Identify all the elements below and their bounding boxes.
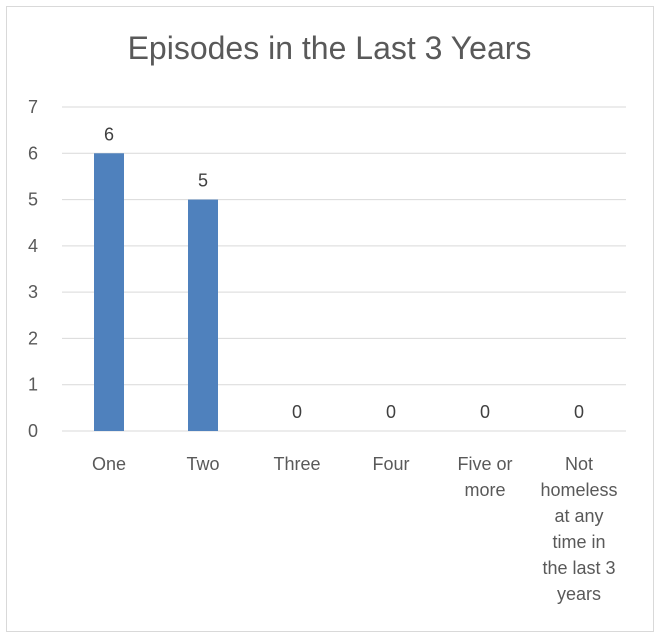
- y-tick-label-4: 4: [28, 236, 38, 256]
- y-tick-label-0: 0: [28, 421, 38, 441]
- y-tick-label-3: 3: [28, 282, 38, 302]
- category-label-line: Five or: [457, 454, 512, 474]
- category-label-line: Three: [273, 454, 320, 474]
- category-label-line: at any: [554, 506, 603, 526]
- category-label-line: more: [464, 480, 505, 500]
- category-label-line: One: [92, 454, 126, 474]
- y-tick-label-1: 1: [28, 375, 38, 395]
- category-label-0: One: [92, 454, 126, 474]
- chart-title: Episodes in the Last 3 Years: [127, 30, 532, 66]
- category-label-line: Two: [186, 454, 219, 474]
- data-label-2: 0: [292, 402, 302, 422]
- category-label-line: years: [557, 584, 601, 604]
- category-label-line: time in: [552, 532, 605, 552]
- bar-0: [94, 153, 124, 432]
- category-label-line: Four: [372, 454, 409, 474]
- category-label-3: Four: [372, 454, 409, 474]
- data-label-5: 0: [574, 402, 584, 422]
- bar-1: [188, 199, 218, 431]
- y-tick-label-2: 2: [28, 328, 38, 348]
- data-label-1: 5: [198, 171, 208, 191]
- y-tick-label-6: 6: [28, 143, 38, 163]
- data-label-4: 0: [480, 402, 490, 422]
- category-label-2: Three: [273, 454, 320, 474]
- category-label-4: Five or more: [457, 454, 512, 500]
- y-tick-label-7: 7: [28, 97, 38, 117]
- data-label-3: 0: [386, 402, 396, 422]
- category-label-line: homeless: [540, 480, 617, 500]
- category-label-line: Not: [565, 454, 593, 474]
- category-label-line: the last 3: [542, 558, 615, 578]
- y-tick-label-5: 5: [28, 190, 38, 210]
- category-label-5: Not homeless at any time in the last 3 years: [540, 454, 617, 604]
- data-label-0: 6: [104, 124, 114, 144]
- category-label-1: Two: [186, 454, 219, 474]
